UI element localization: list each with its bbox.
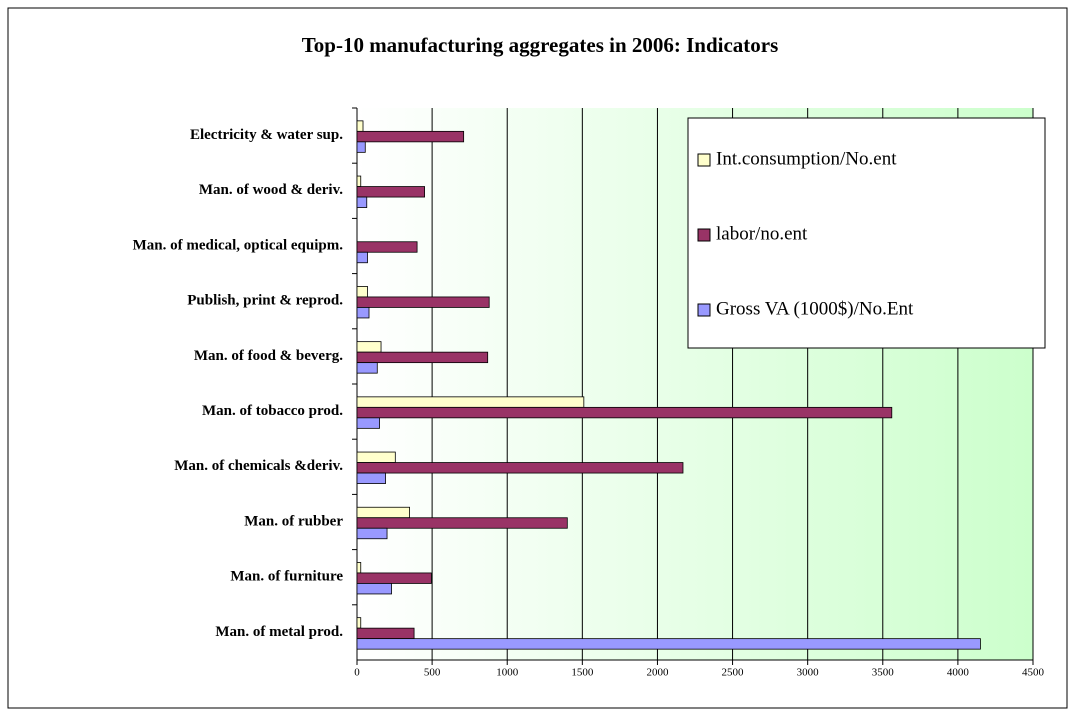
x-tick-label: 4000 xyxy=(947,667,970,679)
x-tick-label: 500 xyxy=(424,667,441,679)
legend-label: Int.consumption/No.ent xyxy=(716,148,897,169)
bar xyxy=(356,175,362,187)
bar xyxy=(356,196,368,208)
legend-label: labor/no.ent xyxy=(716,223,808,244)
y-tick-label: Man. of rubber xyxy=(244,513,343,529)
y-tick-label: Man. of medical, optical equipm. xyxy=(133,237,344,253)
bar xyxy=(356,583,392,595)
bar xyxy=(356,241,418,253)
bar xyxy=(356,572,432,584)
x-tick-label: 2000 xyxy=(646,667,669,679)
legend-swatch xyxy=(697,303,711,317)
bar xyxy=(356,638,981,650)
bar xyxy=(356,506,410,519)
y-tick-label: Man. of chemicals &deriv. xyxy=(174,458,343,474)
y-tick-label: Publish, print & reprod. xyxy=(187,293,343,309)
bar xyxy=(356,286,368,298)
x-tick-label: 4500 xyxy=(1022,667,1045,679)
bar xyxy=(356,351,489,364)
bar xyxy=(356,186,425,198)
legend-label: Gross VA (1000$)/No.Ent xyxy=(716,298,914,319)
x-tick-label: 3500 xyxy=(872,667,895,679)
bar xyxy=(356,406,893,419)
y-tick-label: Man. of wood & deriv. xyxy=(199,182,343,198)
x-tick-label: 3000 xyxy=(797,667,820,679)
bar xyxy=(356,451,396,463)
y-tick-label: Man. of furniture xyxy=(230,569,343,585)
x-tick-label: 2500 xyxy=(722,667,745,679)
chart-title: Top-10 manufacturing aggregates in 2006:… xyxy=(302,33,779,57)
legend-swatch xyxy=(697,228,711,242)
bar xyxy=(356,472,386,484)
bar xyxy=(356,141,366,153)
bar xyxy=(356,120,364,132)
bar xyxy=(356,307,370,319)
bar xyxy=(356,462,684,474)
y-tick-label: Man. of food & beverg. xyxy=(194,348,343,364)
y-tick-label: Man. of tobacco prod. xyxy=(202,403,343,419)
bar xyxy=(356,627,415,640)
bar xyxy=(356,130,465,143)
bar xyxy=(356,527,388,540)
bar xyxy=(356,562,362,574)
bar xyxy=(356,362,378,374)
bar xyxy=(356,251,368,264)
bar xyxy=(356,517,568,529)
y-tick-label: Electricity & water sup. xyxy=(190,127,343,143)
x-tick-label: 1000 xyxy=(496,667,519,679)
bar xyxy=(356,341,382,353)
bar xyxy=(356,617,362,629)
legend-swatch xyxy=(697,153,711,167)
y-tick-label: Man. of metal prod. xyxy=(215,624,343,640)
legend-box xyxy=(687,117,1046,349)
x-tick-label: 0 xyxy=(354,667,360,679)
bar xyxy=(356,296,490,308)
bar xyxy=(356,417,380,429)
x-tick-label: 1500 xyxy=(571,667,594,679)
bar xyxy=(356,396,585,408)
